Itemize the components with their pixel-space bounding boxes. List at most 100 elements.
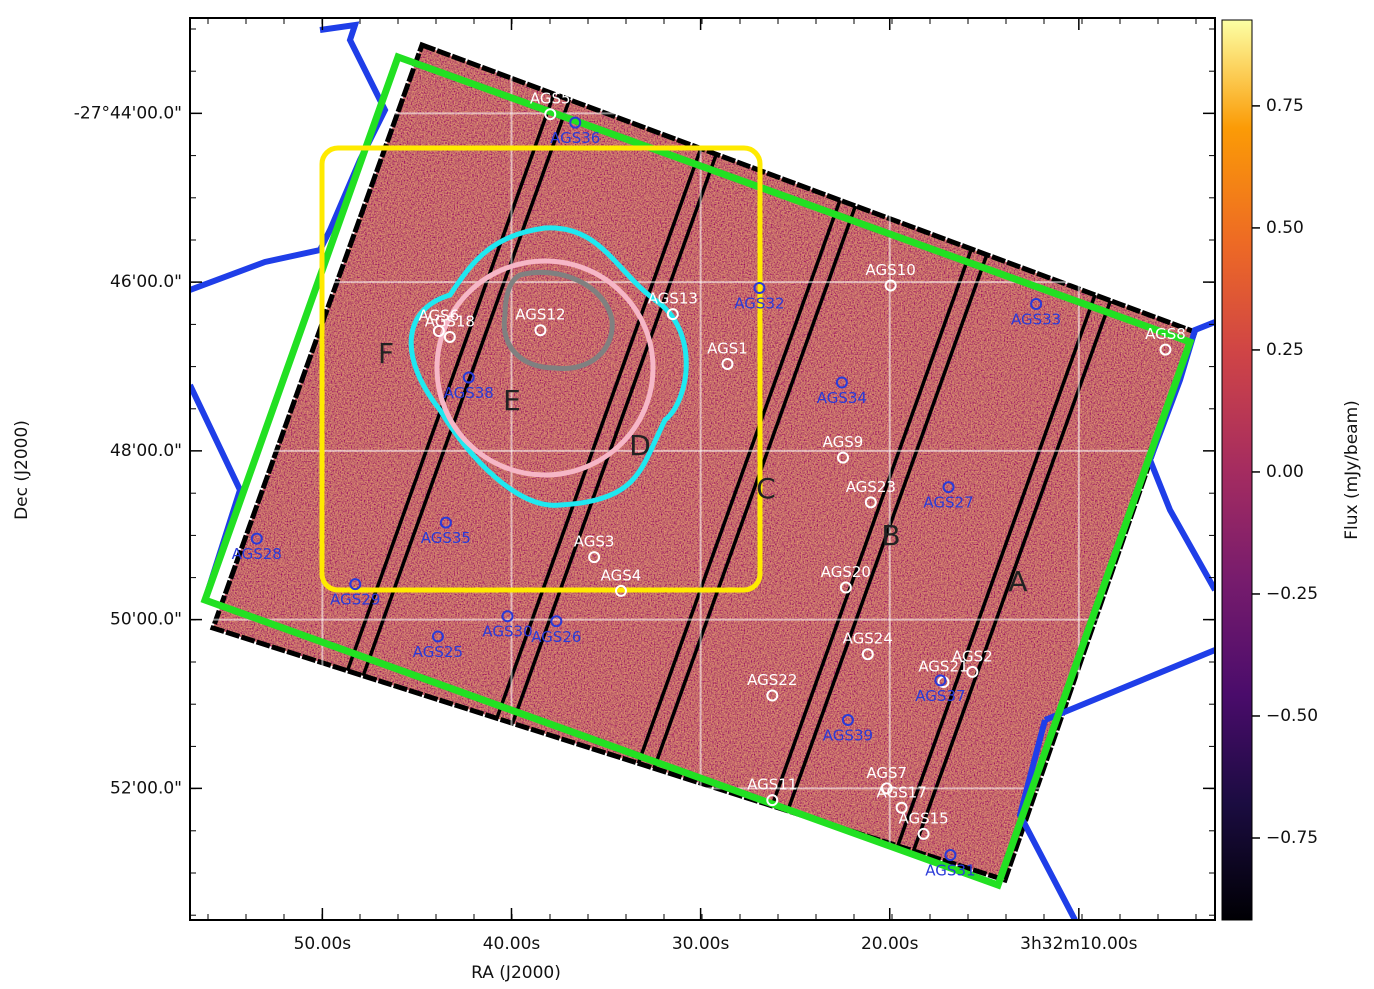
source-label: AGS6 [419,307,460,325]
source-label: AGS23 [846,478,896,496]
source-marker [721,357,734,370]
source-marker [766,689,779,702]
source-marker [934,674,947,687]
cyan-outline [408,225,689,508]
y-tick-label: 48'00.0" [110,441,182,461]
map-border [209,41,1199,884]
source-marker [880,782,893,795]
x-tick-label: 50.00s [294,934,352,954]
source-label: AGS29 [330,591,380,609]
region-label: E [503,384,521,417]
stripe [448,45,742,849]
stripe [317,45,611,801]
source-marker [942,481,955,494]
colorbar-tick-label: −0.75 [1266,828,1318,848]
colorbar-tick-label: −0.50 [1266,706,1318,726]
source-label: AGS30 [482,623,532,641]
source-marker [443,330,456,343]
y-axis-label: Dec (J2000) [12,420,32,520]
source-marker [753,282,766,295]
source-marker [884,279,897,292]
x-axis-label: RA (J2000) [471,963,561,983]
y-tick-label: 50'00.0" [110,610,182,630]
colorbar-tick-label: 0.50 [1266,218,1304,238]
x-tick-label: 30.00s [672,934,730,954]
source-marker [895,801,908,814]
source-label: AGS17 [877,783,927,801]
source-label: AGS2 [952,647,993,665]
source-label: AGS20 [821,563,871,581]
source-marker [835,376,848,389]
source-label: AGS4 [601,566,642,584]
region-label: F [378,337,394,370]
source-marker [588,551,601,564]
source-marker [766,794,779,807]
source-label: AGS26 [531,628,581,646]
source-label: AGS38 [444,384,494,402]
source-label: AGS10 [866,261,916,279]
source-marker [544,108,557,121]
source-label: AGS22 [747,671,797,689]
source-marker [569,116,582,129]
region-label: A [1008,565,1027,598]
source-label: AGS21 [918,658,968,676]
y-tick-label: -27°44'00.0" [74,103,182,123]
source-label: AGS33 [1011,311,1061,329]
source-label: AGS31 [925,862,975,880]
source-marker [917,827,930,840]
source-label: AGS3 [574,533,615,551]
source-marker [839,581,852,594]
source-marker [666,308,679,321]
source-marker [550,615,563,628]
source-marker [462,371,475,384]
colorbar-label: Flux (mJy/beam) [1342,400,1362,540]
colorbar-tick-label: 0.00 [1266,462,1304,482]
source-label: AGS18 [425,312,475,330]
source-label: AGS32 [734,295,784,313]
source-marker [432,325,445,338]
source-label: AGS1 [707,339,748,357]
y-tick-label: 52'00.0" [110,778,182,798]
x-tick-label: 20.00s [861,934,919,954]
region-label: B [881,519,900,552]
source-label: AGS24 [843,630,893,648]
source-label: AGS5 [530,90,571,108]
source-marker [1030,298,1043,311]
gray-outline [501,269,615,371]
source-marker [1159,343,1172,356]
colorbar [1221,19,1253,921]
source-marker [534,324,547,337]
region-label: C [756,472,776,505]
stripe [301,45,596,795]
source-label: AGS27 [923,494,973,512]
stripe [464,45,758,855]
source-label: AGS12 [515,306,565,324]
source-label: AGS13 [648,290,698,308]
x-tick-label: 3h32m10.00s [1020,934,1137,954]
source-marker [614,584,627,597]
source-label: AGS7 [866,764,907,782]
source-label: AGS9 [823,433,864,451]
source-label: AGS39 [823,727,873,745]
colorbar-tick-label: 0.75 [1266,96,1304,116]
source-marker [431,630,444,643]
source-marker [837,451,850,464]
source-label: AGS11 [747,776,797,794]
source-label: AGS8 [1145,325,1186,343]
x-tick-label: 40.00s [483,934,541,954]
source-label: AGS36 [550,129,600,147]
source-label: AGS28 [232,545,282,563]
source-label: AGS37 [915,687,965,705]
y-tick-label: 46'00.0" [110,272,182,292]
source-marker [501,610,514,623]
source-marker [250,532,263,545]
source-marker [349,578,362,591]
pink-outline [434,258,656,478]
source-label: AGS25 [413,643,463,661]
source-label: AGS15 [898,809,948,827]
source-marker [864,496,877,509]
colorbar-tick-label: 0.25 [1266,340,1304,360]
source-marker [439,516,452,529]
source-marker [966,665,979,678]
